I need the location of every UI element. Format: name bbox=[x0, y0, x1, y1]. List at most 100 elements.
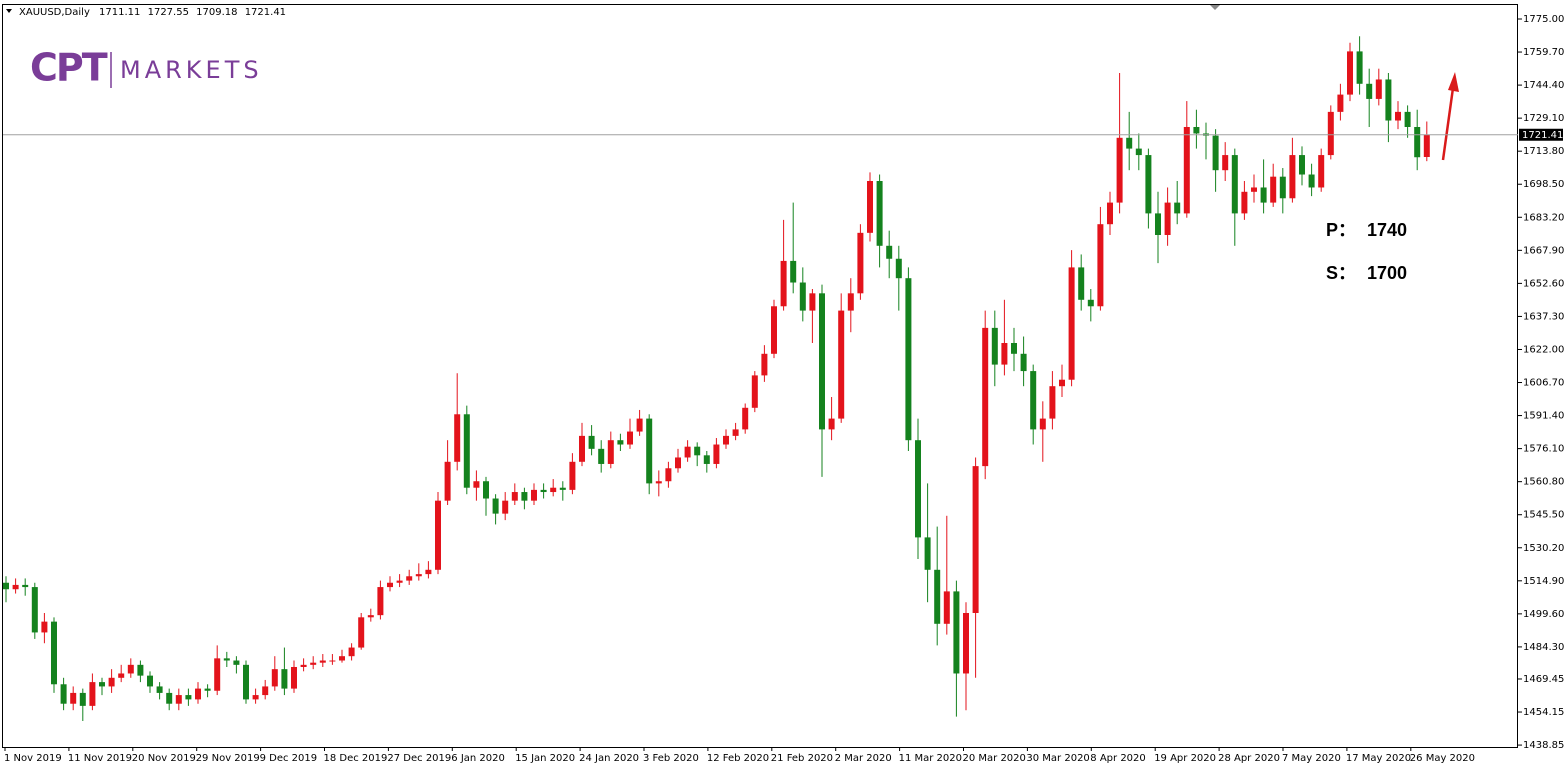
candle-body bbox=[1107, 202, 1113, 225]
candle-body bbox=[761, 353, 768, 376]
y-tick-label: 1698.50 bbox=[1523, 179, 1564, 190]
x-tick-label: 1 Nov 2019 bbox=[4, 753, 62, 764]
candle-body bbox=[617, 440, 624, 445]
x-tick-label: 28 Apr 2020 bbox=[1218, 753, 1280, 764]
candle-body bbox=[1231, 155, 1238, 214]
x-tick-label: 20 Nov 2019 bbox=[132, 753, 196, 764]
y-tick-label: 1713.80 bbox=[1523, 146, 1564, 157]
candle-body bbox=[1366, 83, 1373, 99]
candle-body bbox=[1385, 79, 1392, 121]
candle-body bbox=[492, 498, 499, 514]
x-tick-label: 6 Jan 2020 bbox=[451, 753, 505, 764]
candle-body bbox=[51, 621, 57, 685]
candle-body bbox=[60, 684, 67, 704]
candle-body bbox=[1164, 202, 1171, 235]
candle-body bbox=[118, 673, 125, 678]
candle-body bbox=[262, 686, 269, 696]
candle-body bbox=[636, 418, 643, 432]
candle-body bbox=[828, 418, 835, 430]
y-tick-label: 1454.15 bbox=[1523, 707, 1564, 718]
candle-body bbox=[1116, 137, 1123, 203]
candle-body bbox=[348, 647, 355, 657]
y-tick-label: 1622.00 bbox=[1523, 344, 1564, 355]
candle-body bbox=[751, 375, 758, 408]
x-tick-label: 29 Nov 2019 bbox=[196, 753, 260, 764]
y-tick-label: 1545.50 bbox=[1523, 510, 1564, 521]
candle-body bbox=[675, 457, 681, 469]
candle-body bbox=[1059, 379, 1065, 387]
candle-body bbox=[1155, 213, 1161, 235]
candle-body bbox=[521, 492, 528, 501]
candle-body bbox=[809, 293, 816, 311]
candle-body bbox=[1193, 126, 1200, 134]
candle-body bbox=[156, 686, 163, 693]
x-tick-label: 21 Feb 2020 bbox=[771, 753, 833, 764]
candle-body bbox=[867, 180, 873, 233]
candle-body bbox=[819, 293, 825, 430]
candle-body bbox=[1270, 176, 1277, 203]
candle-body bbox=[1375, 79, 1382, 99]
annotation-value: 1700 bbox=[1367, 263, 1407, 283]
candle-body bbox=[1327, 111, 1334, 156]
x-tick-label: 9 Dec 2019 bbox=[260, 753, 318, 764]
candle-body bbox=[415, 574, 422, 577]
candle-body bbox=[108, 677, 115, 687]
candle-body bbox=[655, 481, 662, 484]
candle-body bbox=[502, 500, 509, 514]
y-tick-label: 1775.00 bbox=[1523, 14, 1564, 25]
candle-body bbox=[588, 435, 595, 449]
candle-body bbox=[924, 537, 931, 570]
symbol: XAUUSD,Daily bbox=[19, 7, 90, 18]
candle-body bbox=[1049, 386, 1056, 419]
candle-body bbox=[972, 466, 979, 613]
x-tick-label: 18 Dec 2019 bbox=[324, 753, 388, 764]
x-tick-label: 2 Mar 2020 bbox=[835, 753, 892, 764]
candle-body bbox=[1011, 342, 1017, 354]
y-tick-label: 1683.20 bbox=[1523, 212, 1564, 223]
candle-body bbox=[3, 582, 9, 590]
shift-marker bbox=[1210, 5, 1220, 10]
y-tick-label: 1759.70 bbox=[1523, 47, 1564, 58]
x-tick-label: 30 Mar 2020 bbox=[1026, 753, 1089, 764]
candle-body bbox=[1414, 126, 1421, 158]
candles bbox=[3, 36, 1430, 721]
candle-body bbox=[1020, 353, 1027, 372]
annotation-label: P： bbox=[1326, 220, 1356, 240]
candle-body bbox=[1126, 137, 1133, 149]
candle-body bbox=[454, 414, 461, 462]
y-tick-label: 1499.60 bbox=[1523, 609, 1564, 620]
candle-body bbox=[1347, 51, 1353, 95]
candle-body bbox=[771, 306, 777, 354]
candle-body bbox=[953, 591, 960, 674]
candle-body bbox=[531, 489, 537, 501]
candle-body bbox=[243, 664, 249, 700]
y-tick-label: 1514.90 bbox=[1523, 576, 1564, 587]
candle-body bbox=[790, 260, 797, 283]
y-tick-label: 1744.40 bbox=[1523, 80, 1564, 91]
x-tick-label: 19 Apr 2020 bbox=[1154, 753, 1216, 764]
candle-body bbox=[1299, 155, 1305, 175]
candle-body bbox=[310, 662, 317, 665]
plot-frame bbox=[2, 4, 1518, 748]
candle-body bbox=[79, 692, 86, 706]
candle-body bbox=[1087, 299, 1094, 307]
candle-body bbox=[1222, 155, 1229, 171]
y-tick-label: 1667.90 bbox=[1523, 245, 1564, 256]
candle-body bbox=[905, 278, 912, 441]
candle-body bbox=[300, 664, 307, 667]
candle-body bbox=[1423, 134, 1430, 157]
candle-body bbox=[204, 688, 211, 691]
x-tick-label: 24 Jan 2020 bbox=[579, 753, 639, 764]
x-tick-label: 3 Feb 2020 bbox=[643, 753, 699, 764]
candle-body bbox=[703, 455, 710, 464]
candle-body bbox=[915, 440, 921, 538]
candle-body bbox=[847, 293, 854, 311]
y-tick-label: 1530.20 bbox=[1523, 543, 1564, 554]
arrow-head bbox=[1448, 72, 1459, 92]
candle-body bbox=[185, 695, 192, 700]
logo-name: MARKETS bbox=[120, 56, 263, 84]
y-tick-label: 1560.80 bbox=[1523, 477, 1564, 488]
candle-body bbox=[387, 582, 393, 588]
candle-body bbox=[358, 617, 365, 648]
